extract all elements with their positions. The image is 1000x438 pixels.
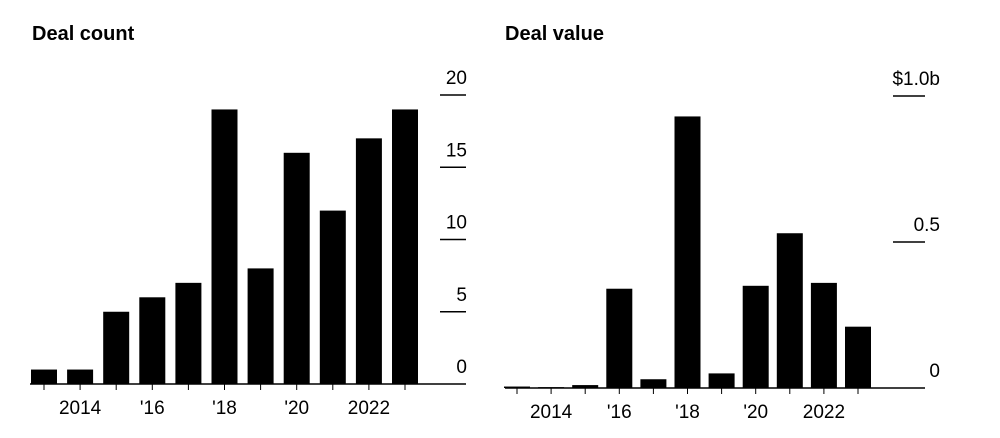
x-tick-label: 2022 [803, 402, 845, 423]
bar [211, 109, 238, 384]
bar [640, 379, 667, 388]
bar [247, 268, 274, 384]
x-tick-label: '18 [212, 398, 237, 419]
bar [742, 285, 769, 388]
x-tick-label: '18 [675, 402, 700, 423]
bar [606, 288, 633, 388]
bar [175, 282, 202, 384]
bar [283, 152, 310, 384]
y-tick-label: 0.5 [914, 215, 940, 236]
y-tick-label: 10 [446, 213, 467, 234]
x-tick-label: '20 [743, 402, 768, 423]
chart-title: Deal value [505, 23, 604, 45]
y-tick-label: 5 [456, 285, 467, 306]
x-tick-label: 2014 [59, 398, 102, 419]
y-tick-label: 0 [456, 357, 467, 378]
y-tick-label: 15 [446, 140, 467, 161]
bar [139, 297, 166, 384]
x-tick-label: '16 [140, 398, 165, 419]
bar [67, 369, 94, 384]
bar [103, 311, 130, 384]
y-tick-label: $1.0b [892, 69, 940, 90]
y-tick-label: 0 [929, 361, 940, 382]
x-tick-label: 2014 [530, 402, 573, 423]
bar [355, 138, 382, 384]
bar [810, 282, 837, 388]
x-tick-label: 2022 [348, 398, 390, 419]
bar [319, 210, 346, 384]
bar [845, 326, 871, 388]
bar [708, 373, 735, 388]
bar [392, 109, 418, 384]
chart-title: Deal count [32, 23, 135, 45]
x-tick-label: '16 [607, 402, 632, 423]
bar [31, 369, 57, 384]
bar [776, 233, 803, 388]
bar [538, 387, 565, 389]
x-tick-label: '20 [284, 398, 309, 419]
bar [572, 385, 599, 388]
bar [504, 386, 530, 388]
y-tick-label: 20 [446, 68, 467, 89]
bar [674, 116, 701, 388]
